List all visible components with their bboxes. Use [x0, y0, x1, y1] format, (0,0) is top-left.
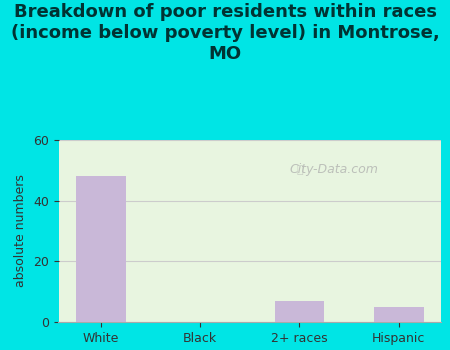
Text: City-Data.com: City-Data.com: [289, 163, 378, 176]
Text: 🔍: 🔍: [296, 165, 303, 175]
Bar: [76, 176, 126, 322]
Bar: [374, 307, 423, 322]
Y-axis label: absolute numbers: absolute numbers: [14, 175, 27, 287]
Bar: [274, 301, 324, 322]
Text: Breakdown of poor residents within races
(income below poverty level) in Montros: Breakdown of poor residents within races…: [11, 4, 439, 63]
